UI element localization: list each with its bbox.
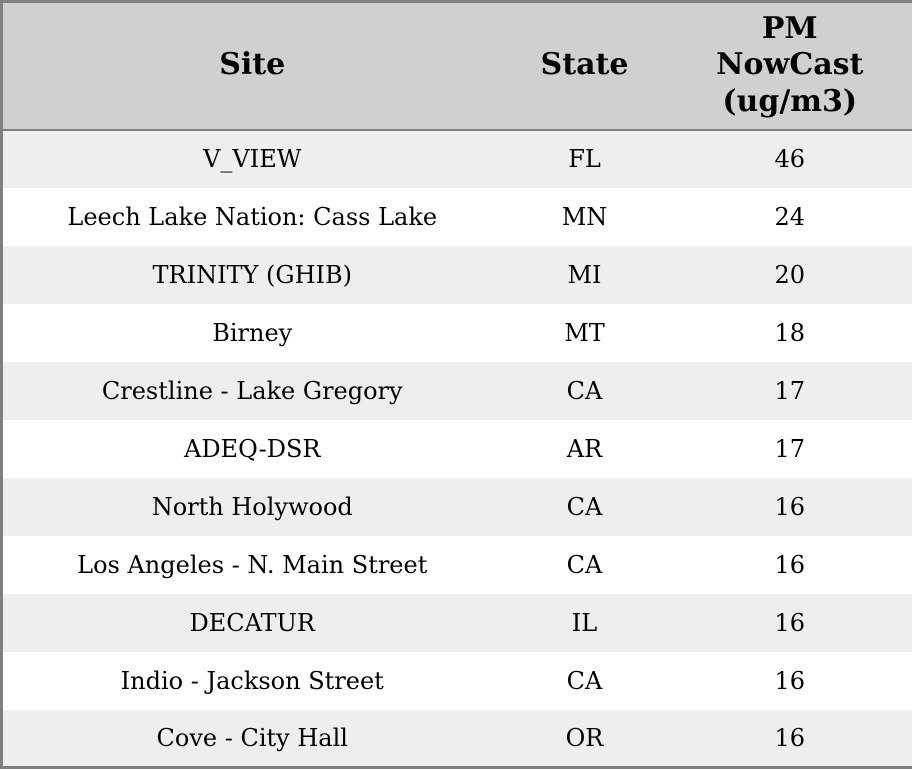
state-cell: MI	[567, 260, 602, 289]
state-cell: CA	[566, 376, 603, 405]
table-row: TRINITY (GHIB) MI 20	[1, 245, 912, 304]
site-cell: DECATUR	[189, 608, 315, 637]
state-cell: CA	[566, 666, 603, 695]
column-header-pm-nowcast-label: PM NowCast (ug/m3)	[716, 10, 864, 120]
table-row: DECATUR IL 16	[1, 593, 912, 652]
header-row: Site State PM NowCast (ug/m3)	[1, 1, 912, 131]
pm-value-cell: 16	[774, 492, 806, 521]
pm-value-cell: 16	[774, 723, 806, 752]
pm-value-cell: 46	[774, 145, 806, 173]
site-cell: V_VIEW	[203, 145, 302, 173]
column-header-site: Site	[1, 1, 502, 131]
table-row: Indio - Jackson Street CA 16	[1, 651, 912, 710]
table-row: ADEQ-DSR AR 17	[1, 419, 912, 478]
state-cell: OR	[565, 723, 604, 752]
table-row: V_VIEW FL 46	[1, 129, 912, 188]
column-header-state: State	[501, 1, 668, 131]
site-cell: Los Angeles - N. Main Street	[77, 550, 428, 579]
pm-value-cell: 16	[774, 550, 806, 579]
table-row: Cove - City Hall OR 16	[1, 709, 912, 768]
state-cell: MN	[561, 202, 608, 231]
site-cell: Leech Lake Nation: Cass Lake	[67, 202, 438, 231]
state-cell: CA	[566, 550, 603, 579]
state-cell: AR	[566, 434, 603, 463]
state-cell: CA	[566, 492, 603, 521]
pm-value-cell: 24	[774, 202, 806, 231]
state-cell: IL	[571, 608, 598, 637]
pm-value-cell: 17	[774, 376, 806, 405]
site-cell: Cove - City Hall	[156, 723, 348, 752]
table-row: Crestline - Lake Gregory CA 17	[1, 361, 912, 420]
site-cell: Indio - Jackson Street	[120, 666, 384, 695]
state-cell: FL	[568, 145, 601, 173]
site-cell: North Holywood	[151, 492, 353, 521]
site-cell: TRINITY (GHIB)	[152, 260, 352, 289]
site-cell: Birney	[212, 318, 293, 347]
pm-value-cell: 18	[774, 318, 806, 347]
pm-value-cell: 16	[774, 608, 806, 637]
pm-value-cell: 17	[774, 434, 806, 463]
table-header: Site State PM NowCast (ug/m3)	[1, 1, 912, 131]
table-row: Birney MT 18	[1, 303, 912, 362]
table-row: Leech Lake Nation: Cass Lake MN 24	[1, 187, 912, 246]
table-body: V_VIEW FL 46 Leech Lake Nation: Cass Lak…	[1, 129, 912, 768]
pm-value-cell: 16	[774, 666, 806, 695]
column-header-pm-nowcast: PM NowCast (ug/m3)	[667, 1, 912, 131]
table-row: Los Angeles - N. Main Street CA 16	[1, 535, 912, 594]
state-cell: MT	[564, 318, 605, 347]
table-row: North Holywood CA 16	[1, 477, 912, 536]
pm-value-cell: 20	[774, 260, 806, 289]
site-cell: ADEQ-DSR	[183, 434, 321, 463]
site-cell: Crestline - Lake Gregory	[101, 376, 403, 405]
